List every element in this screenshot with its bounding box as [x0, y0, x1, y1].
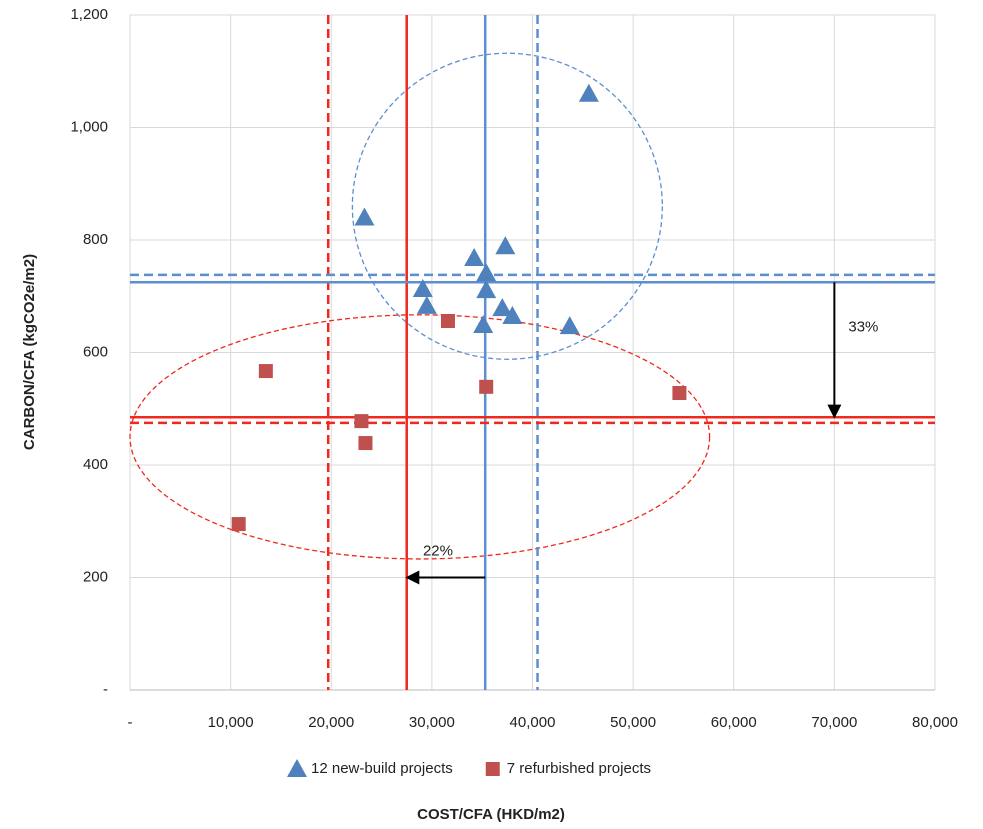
point: [464, 248, 485, 266]
point: [476, 263, 497, 282]
x-axis-title: COST/CFA (HKD/m2): [417, 806, 565, 823]
point: [354, 207, 375, 226]
x-tick-label: 20,000: [308, 714, 354, 731]
cluster-ellipse: [129, 314, 711, 560]
legend-label: 7 refurbished projects: [507, 760, 651, 777]
point: [440, 314, 455, 328]
point: [502, 305, 523, 324]
x-tick-label: 70,000: [811, 714, 857, 731]
point: [354, 414, 369, 429]
annotation-label: 22%: [423, 542, 453, 559]
y-axis-title: CARBON/CFA (kgCO2e/m2): [21, 254, 38, 450]
point: [672, 386, 687, 400]
point: [231, 517, 246, 532]
point: [473, 314, 494, 333]
y-tick-label: 200: [83, 568, 108, 585]
x-tick-label: 80,000: [912, 714, 958, 731]
point: [559, 316, 580, 335]
x-tick-label: -: [128, 714, 133, 731]
point: [492, 298, 513, 317]
point: [416, 295, 437, 314]
y-tick-label: 800: [83, 231, 108, 248]
point: [495, 236, 516, 255]
y-tick-label: 400: [83, 456, 108, 473]
legend-swatch: [485, 762, 500, 776]
point: [578, 83, 599, 102]
point: [258, 364, 273, 379]
point: [476, 280, 497, 299]
x-tick-label: 50,000: [610, 714, 656, 731]
annotation-label: 33%: [848, 319, 878, 336]
point: [412, 278, 433, 297]
y-tick-label: 1,200: [70, 6, 108, 23]
x-tick-label: 40,000: [510, 714, 556, 731]
y-tick-label: 1,000: [70, 118, 108, 135]
legend-label: 12 new-build projects: [311, 760, 453, 777]
x-tick-label: 30,000: [409, 714, 455, 731]
point: [479, 379, 494, 394]
legend-swatch: [287, 759, 307, 777]
point: [358, 436, 373, 451]
y-tick-label: -: [103, 681, 108, 698]
y-tick-label: 600: [83, 343, 108, 360]
cluster-ellipse: [351, 52, 663, 360]
x-tick-label: 10,000: [208, 714, 254, 731]
x-tick-label: 60,000: [711, 714, 757, 731]
